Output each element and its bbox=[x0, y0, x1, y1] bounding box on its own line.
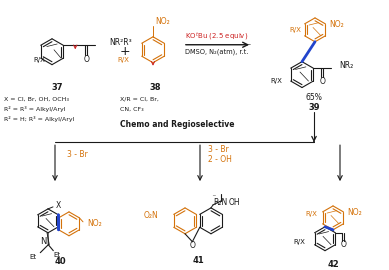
Text: NO₂: NO₂ bbox=[347, 208, 362, 217]
Text: O: O bbox=[340, 240, 346, 249]
Text: 3 - Br: 3 - Br bbox=[208, 145, 229, 154]
Text: R/X: R/X bbox=[118, 57, 130, 63]
Text: X = Cl, Br, OH, OCH₃: X = Cl, Br, OH, OCH₃ bbox=[4, 97, 69, 102]
Text: 65%: 65% bbox=[306, 93, 322, 102]
Text: N: N bbox=[40, 237, 47, 246]
Text: ‾: ‾ bbox=[212, 195, 214, 200]
Text: NR²R³: NR²R³ bbox=[109, 38, 132, 47]
Text: 38: 38 bbox=[149, 83, 161, 92]
Text: KO$^t$Bu (2.5 equiv): KO$^t$Bu (2.5 equiv) bbox=[185, 30, 249, 42]
Text: O: O bbox=[83, 55, 89, 64]
Text: 2 - OH: 2 - OH bbox=[208, 155, 232, 164]
Text: X: X bbox=[56, 201, 61, 210]
Text: O₂N: O₂N bbox=[143, 211, 158, 220]
Text: 42: 42 bbox=[327, 260, 339, 269]
Text: 41: 41 bbox=[192, 256, 204, 265]
Text: DMSO, N₂(atm), r.t.: DMSO, N₂(atm), r.t. bbox=[185, 49, 249, 55]
Text: O: O bbox=[189, 241, 195, 250]
Text: NO₂: NO₂ bbox=[329, 20, 344, 29]
Text: O: O bbox=[319, 77, 325, 86]
Text: OH: OH bbox=[229, 198, 241, 207]
Text: R₂N: R₂N bbox=[213, 198, 227, 207]
Text: NR₂: NR₂ bbox=[339, 61, 354, 70]
Text: R/X: R/X bbox=[293, 239, 305, 245]
Text: NO₂: NO₂ bbox=[88, 219, 102, 228]
Text: 39: 39 bbox=[308, 103, 320, 112]
Text: X/R = Cl, Br,: X/R = Cl, Br, bbox=[120, 97, 159, 102]
Text: Chemo and Regioselective: Chemo and Regioselective bbox=[120, 120, 235, 129]
Text: R/X: R/X bbox=[270, 77, 282, 84]
Text: R/X: R/X bbox=[305, 211, 317, 217]
Text: NO₂: NO₂ bbox=[155, 17, 170, 26]
Text: +: + bbox=[120, 45, 130, 58]
Text: 3 - Br: 3 - Br bbox=[67, 150, 88, 159]
Text: CN, CF₃: CN, CF₃ bbox=[120, 107, 144, 112]
Text: Et: Et bbox=[54, 252, 61, 258]
Text: R/X: R/X bbox=[33, 57, 45, 63]
Text: 37: 37 bbox=[51, 83, 63, 92]
Text: 40: 40 bbox=[54, 257, 66, 266]
Text: R/X: R/X bbox=[289, 27, 301, 33]
Text: R² = H; R³ = Alkyl/Aryl: R² = H; R³ = Alkyl/Aryl bbox=[4, 116, 74, 122]
Text: Et: Et bbox=[30, 254, 37, 260]
Text: R² = R³ = Alkyl/Aryl: R² = R³ = Alkyl/Aryl bbox=[4, 106, 65, 112]
